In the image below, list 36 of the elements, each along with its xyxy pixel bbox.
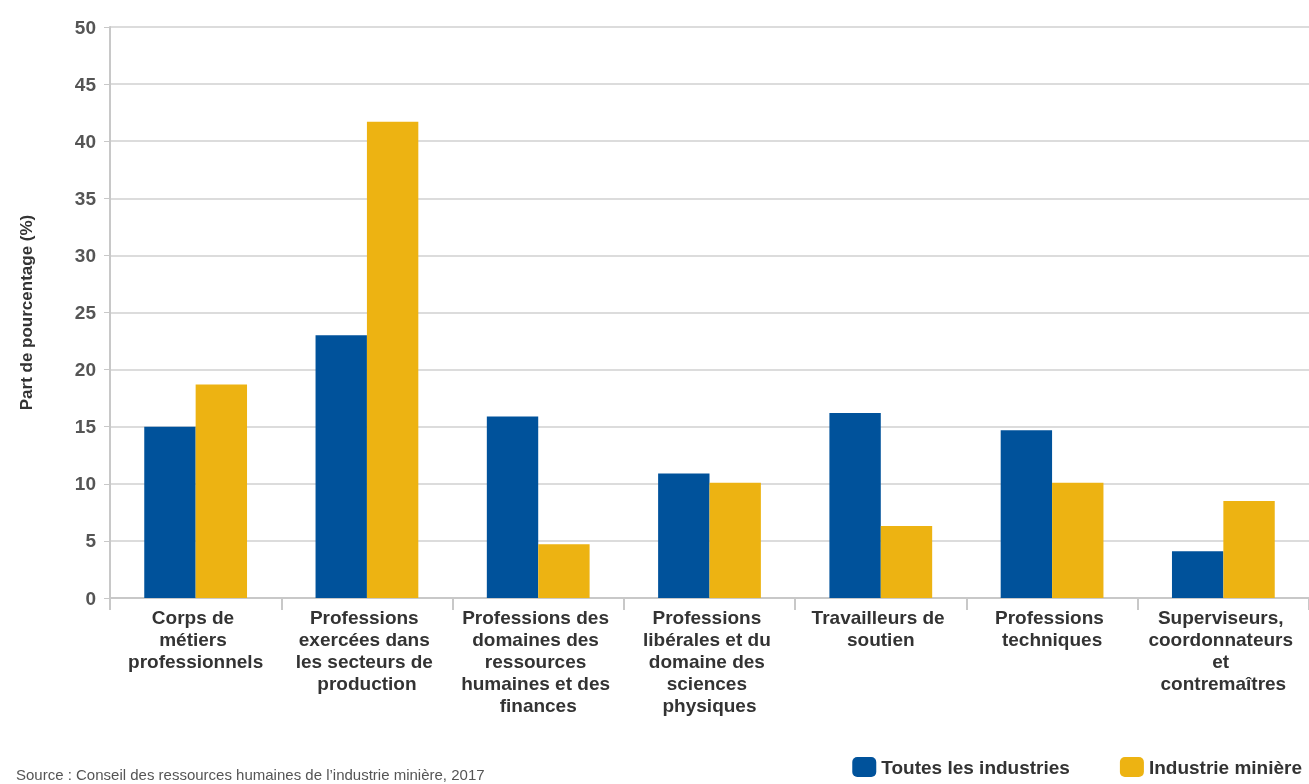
bar xyxy=(1052,482,1104,598)
bar xyxy=(658,473,710,598)
y-tick-label: 50 xyxy=(74,16,96,38)
x-tick-label: Travailleurs de soutien xyxy=(811,606,950,650)
bar xyxy=(880,526,933,598)
x-tick-label: Professions libérales et du domaine des sciences physiques xyxy=(642,606,777,716)
x-tick-label: Professions des domaines des ressources humaines et des finances xyxy=(461,606,616,716)
legend-label: Toutes les industries xyxy=(881,756,1070,778)
y-tick-label: 30 xyxy=(74,244,96,266)
bar xyxy=(1000,430,1053,598)
bar xyxy=(144,426,196,598)
legend-label: Industrie minière xyxy=(1148,756,1303,778)
y-tick-label: 15 xyxy=(74,416,97,438)
y-tick-label: 5 xyxy=(85,530,97,552)
y-axis-title: Part de pourcentage (%) xyxy=(17,214,36,411)
bar xyxy=(486,416,539,598)
y-tick-label: 10 xyxy=(74,473,96,495)
y-tick-label: 20 xyxy=(74,359,96,381)
bar xyxy=(538,544,590,598)
y-tick-label: 40 xyxy=(74,130,96,152)
x-tick-label: Professions exercées dans les secteurs de production xyxy=(295,606,439,694)
source-note: Source : Conseil des ressources humaines de l’industrie minière, 2017 xyxy=(16,766,485,783)
bar xyxy=(315,335,367,598)
x-tick-label: Corps de métiers professionnels xyxy=(128,606,264,672)
bar xyxy=(829,413,881,598)
bar xyxy=(1171,551,1224,598)
bar xyxy=(709,482,761,598)
y-tick-label: 45 xyxy=(74,73,97,95)
x-tick-label: Professions techniques xyxy=(995,606,1110,650)
bar xyxy=(1223,500,1275,598)
y-tick-label: 25 xyxy=(74,302,97,323)
bar xyxy=(366,121,419,598)
x-tick-label: Superviseurs, coordonnateurs et contremaîtres xyxy=(1148,606,1299,694)
bar xyxy=(195,384,248,598)
y-tick-label: 0 xyxy=(85,587,96,609)
y-tick-label: 35 xyxy=(74,187,97,209)
